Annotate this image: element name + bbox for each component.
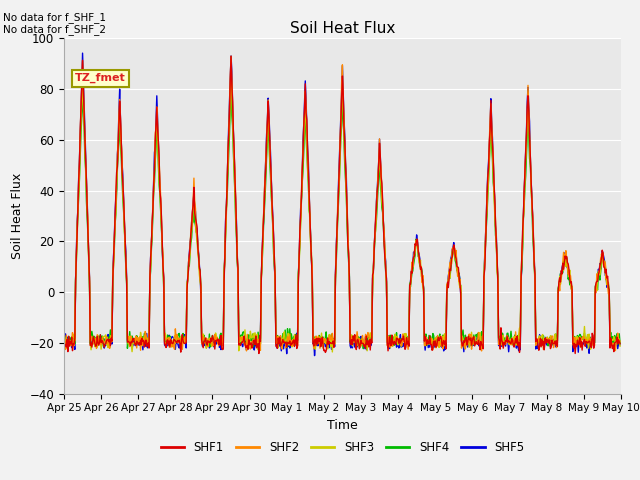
Y-axis label: Soil Heat Flux: Soil Heat Flux xyxy=(11,173,24,259)
Title: Soil Heat Flux: Soil Heat Flux xyxy=(290,21,395,36)
Text: TZ_fmet: TZ_fmet xyxy=(75,73,126,84)
Text: No data for f_SHF_1
No data for f_SHF_2: No data for f_SHF_1 No data for f_SHF_2 xyxy=(3,12,106,36)
Legend: SHF1, SHF2, SHF3, SHF4, SHF5: SHF1, SHF2, SHF3, SHF4, SHF5 xyxy=(156,436,529,459)
X-axis label: Time: Time xyxy=(327,419,358,432)
